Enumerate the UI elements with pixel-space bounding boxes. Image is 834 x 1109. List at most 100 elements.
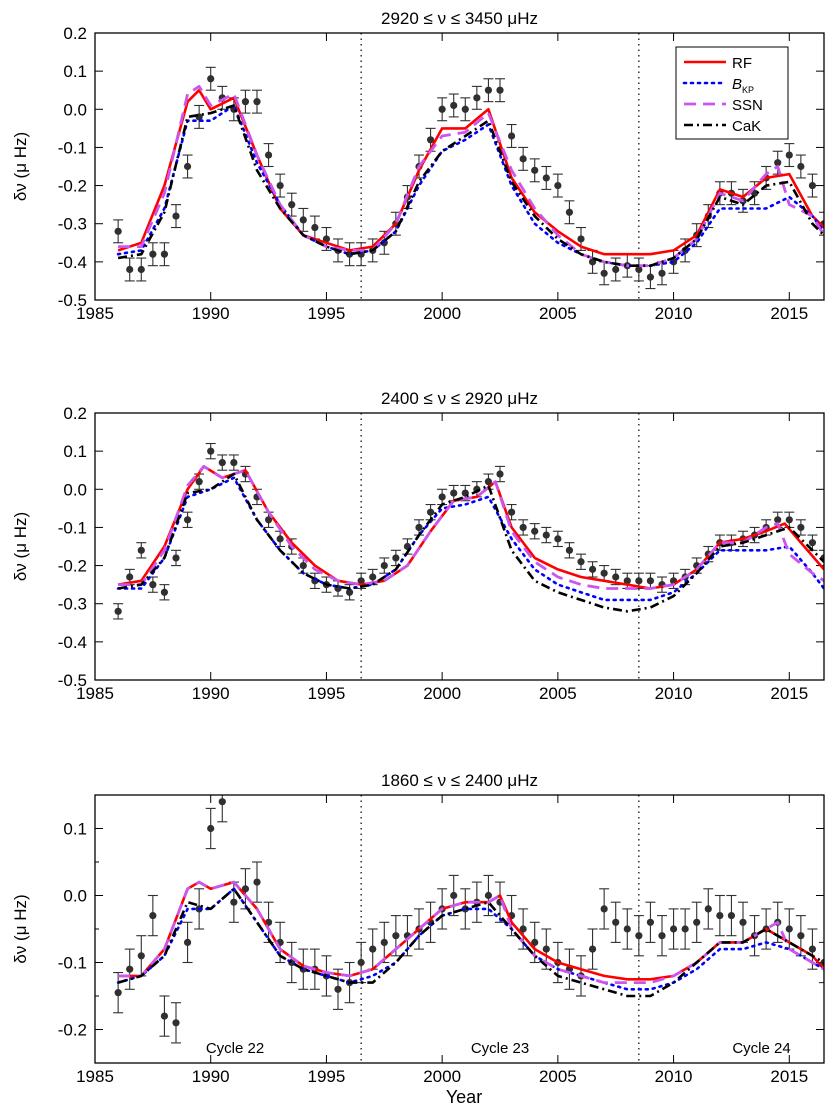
data-point bbox=[658, 269, 666, 277]
x-tick-label: 2000 bbox=[423, 1067, 461, 1086]
y-tick-label: 0.0 bbox=[63, 100, 87, 119]
cycle-annotation: Cycle 23 bbox=[471, 1040, 529, 1057]
y-tick-label: -0.5 bbox=[58, 291, 87, 310]
x-tick-label: 1990 bbox=[192, 1067, 230, 1086]
data-point bbox=[600, 269, 608, 277]
data-point bbox=[669, 925, 678, 933]
x-tick-label: 1990 bbox=[192, 684, 230, 703]
data-point bbox=[774, 159, 782, 167]
data-point bbox=[207, 447, 215, 455]
data-point bbox=[264, 516, 273, 524]
data-point bbox=[218, 458, 226, 467]
x-tick-label: 2015 bbox=[770, 684, 808, 703]
chart-title: 1860 ≤ ν ≤ 2400 μHz bbox=[381, 771, 538, 790]
y-tick-label: -0.2 bbox=[58, 177, 87, 196]
data-point bbox=[496, 470, 504, 478]
data-point bbox=[531, 938, 539, 947]
chart-title: 2400 ≤ ν ≤ 2920 μHz bbox=[381, 389, 538, 408]
data-point bbox=[507, 508, 516, 516]
data-point bbox=[183, 938, 192, 947]
data-point bbox=[438, 493, 446, 501]
y-tick-label: -0.3 bbox=[58, 595, 87, 614]
data-point bbox=[380, 938, 388, 947]
chart-panel-2: 2400 ≤ ν ≤ 2920 μHz δν (μ Hz) 1985 1990 1995… bbox=[11, 389, 825, 703]
data-point bbox=[646, 273, 655, 281]
x-tick-label: 1985 bbox=[76, 684, 114, 703]
data-point bbox=[484, 86, 493, 94]
x-tick-label: 2010 bbox=[655, 684, 693, 703]
legend-label: CaK bbox=[732, 118, 761, 135]
data-point bbox=[646, 577, 655, 585]
plot-area bbox=[113, 66, 824, 290]
x-tick-label: 2000 bbox=[423, 304, 461, 323]
data-point bbox=[739, 918, 747, 926]
series-line-cak bbox=[117, 104, 824, 267]
data-point bbox=[322, 235, 331, 243]
series-line-ssn bbox=[118, 465, 824, 590]
legend-label: BKP bbox=[732, 76, 754, 95]
data-point bbox=[635, 265, 643, 274]
data-point bbox=[253, 878, 261, 886]
data-point bbox=[681, 925, 689, 933]
data-point bbox=[195, 478, 203, 486]
data-point bbox=[369, 573, 377, 581]
x-tick-label: 1995 bbox=[308, 304, 346, 323]
series-line-cak bbox=[117, 887, 824, 998]
data-point bbox=[600, 569, 608, 577]
x-tick-label: 2005 bbox=[539, 304, 577, 323]
chart-title: 2920 ≤ ν ≤ 3450 μHz bbox=[381, 9, 538, 28]
data-point bbox=[531, 166, 539, 174]
data-point bbox=[415, 523, 423, 532]
data-point bbox=[380, 561, 388, 570]
data-point bbox=[299, 561, 307, 570]
x-tick-label: 1995 bbox=[308, 684, 346, 703]
chart-panel-1: 2920 ≤ ν ≤ 3450 μHz δν (μ Hz) 1985 1990 1995… bbox=[11, 9, 825, 323]
data-point bbox=[126, 265, 134, 274]
y-tick-label: -0.2 bbox=[58, 557, 87, 576]
data-point bbox=[149, 581, 157, 589]
cycle-annotation: Cycle 22 bbox=[206, 1040, 264, 1057]
legend-label: RF bbox=[732, 55, 752, 72]
data-point bbox=[299, 216, 307, 224]
y-tick-label: -0.1 bbox=[58, 138, 87, 157]
data-point bbox=[577, 235, 585, 243]
data-point bbox=[392, 554, 400, 562]
data-point bbox=[519, 925, 527, 933]
y-tick-label: 0.1 bbox=[63, 62, 87, 81]
data-point bbox=[345, 588, 354, 596]
data-point bbox=[426, 508, 435, 516]
data-point bbox=[554, 535, 562, 543]
data-point bbox=[126, 965, 134, 973]
y-tick-label: -0.1 bbox=[58, 954, 87, 973]
series-line-cak bbox=[117, 472, 824, 613]
x-tick-label: 2010 bbox=[655, 304, 693, 323]
data-point bbox=[450, 489, 458, 497]
data-point bbox=[808, 539, 817, 547]
data-point bbox=[623, 925, 631, 933]
data-point bbox=[577, 558, 585, 566]
data-point bbox=[600, 905, 608, 913]
data-point bbox=[126, 573, 134, 581]
data-point bbox=[542, 531, 550, 539]
axes-frame bbox=[94, 794, 825, 1064]
data-point bbox=[797, 162, 805, 171]
data-point bbox=[797, 932, 805, 940]
x-tick-label: 1990 bbox=[192, 304, 230, 323]
data-point bbox=[357, 577, 365, 585]
series-line-rf bbox=[117, 465, 824, 590]
data-point bbox=[172, 1019, 180, 1027]
y-axis-label: δν (μ Hz) bbox=[11, 132, 30, 201]
data-point bbox=[369, 945, 377, 953]
data-point bbox=[114, 607, 122, 615]
series-line-b-kp bbox=[116, 887, 824, 991]
data-point bbox=[519, 155, 527, 163]
data-point bbox=[612, 265, 620, 274]
data-point bbox=[588, 258, 597, 266]
data-point bbox=[808, 945, 817, 953]
data-point bbox=[183, 162, 192, 171]
x-axis-title: Year bbox=[446, 1087, 482, 1107]
data-point bbox=[241, 98, 250, 106]
legend-label: SSN bbox=[732, 97, 763, 114]
chart-panel-3: 1860 ≤ ν ≤ 2400 μHz δν (μ Hz) 1985 1990 1995… bbox=[11, 771, 825, 1086]
y-tick-label: -0.2 bbox=[58, 1021, 87, 1040]
